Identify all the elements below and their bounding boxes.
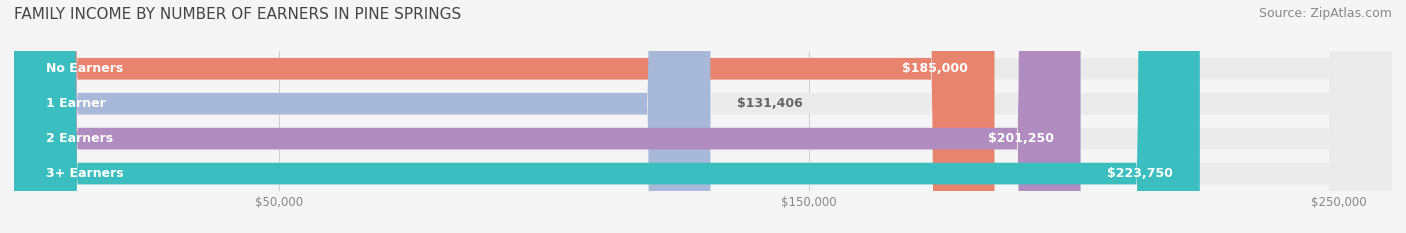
Text: FAMILY INCOME BY NUMBER OF EARNERS IN PINE SPRINGS: FAMILY INCOME BY NUMBER OF EARNERS IN PI… bbox=[14, 7, 461, 22]
FancyBboxPatch shape bbox=[14, 0, 1392, 233]
Text: 3+ Earners: 3+ Earners bbox=[46, 167, 124, 180]
FancyBboxPatch shape bbox=[14, 0, 994, 233]
Text: Source: ZipAtlas.com: Source: ZipAtlas.com bbox=[1258, 7, 1392, 20]
Text: $185,000: $185,000 bbox=[903, 62, 967, 75]
FancyBboxPatch shape bbox=[14, 0, 1081, 233]
FancyBboxPatch shape bbox=[14, 0, 1199, 233]
FancyBboxPatch shape bbox=[14, 0, 1392, 233]
FancyBboxPatch shape bbox=[14, 0, 1392, 233]
Text: $223,750: $223,750 bbox=[1108, 167, 1174, 180]
Text: $131,406: $131,406 bbox=[737, 97, 803, 110]
Text: 1 Earner: 1 Earner bbox=[46, 97, 105, 110]
FancyBboxPatch shape bbox=[14, 0, 710, 233]
Text: 2 Earners: 2 Earners bbox=[46, 132, 112, 145]
Text: $201,250: $201,250 bbox=[988, 132, 1054, 145]
Text: No Earners: No Earners bbox=[46, 62, 124, 75]
FancyBboxPatch shape bbox=[14, 0, 1392, 233]
